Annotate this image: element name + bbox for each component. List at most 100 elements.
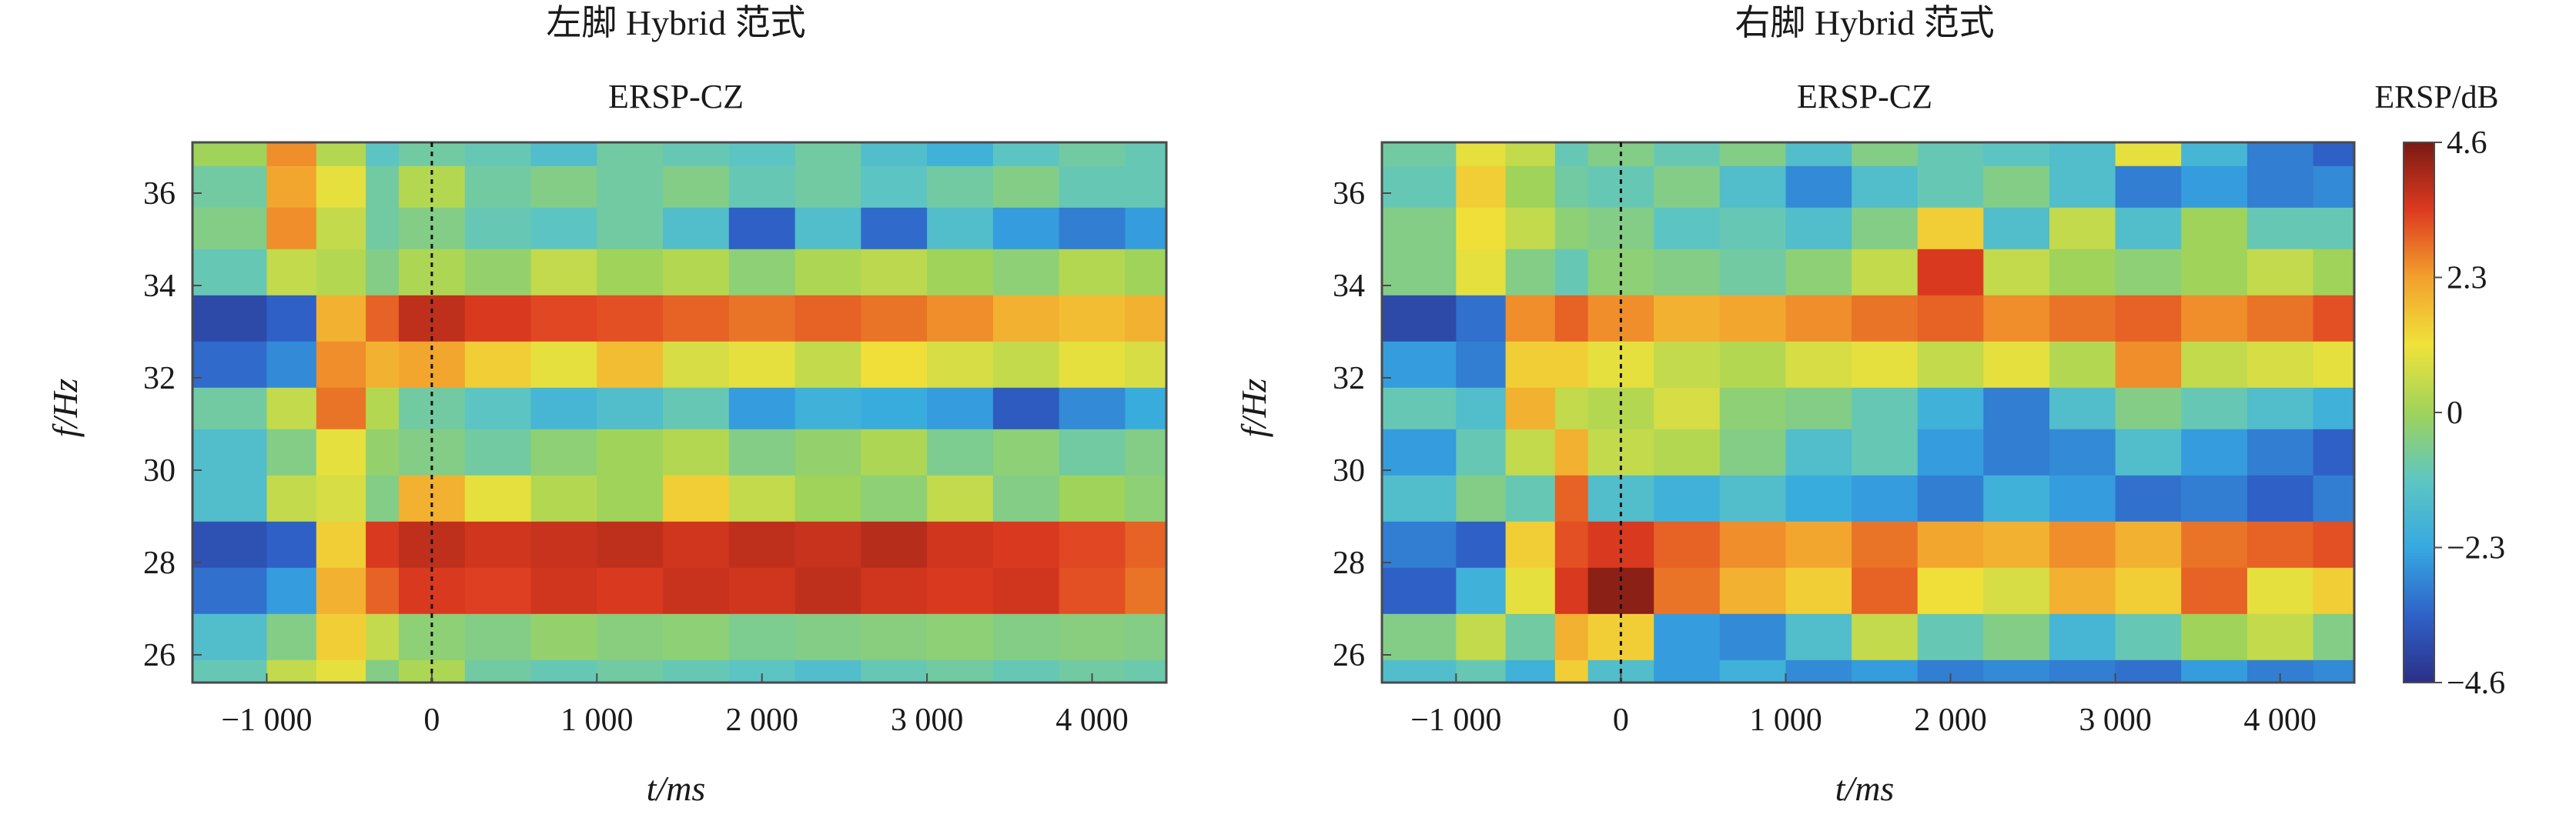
heatmap-cell bbox=[861, 521, 928, 568]
heatmap-cell bbox=[1917, 295, 1985, 342]
heatmap-cell bbox=[530, 207, 598, 249]
heatmap-cell bbox=[464, 387, 532, 429]
heatmap-cell bbox=[861, 295, 928, 342]
heatmap-cell bbox=[1917, 387, 1985, 429]
colorbar-tick-label: 0 bbox=[2447, 396, 2463, 431]
heatmap-cell bbox=[728, 295, 796, 342]
heatmap-cell bbox=[1382, 341, 1457, 388]
heatmap-cell bbox=[1654, 613, 1721, 660]
heatmap-cell bbox=[2115, 387, 2182, 429]
heatmap-cell bbox=[1719, 387, 1787, 429]
heatmap-cell bbox=[1554, 295, 1589, 342]
heatmap-cell bbox=[192, 341, 268, 388]
y-axis-label: f/Hz bbox=[45, 379, 85, 438]
x-tick-label: 1 000 bbox=[1749, 703, 1822, 738]
heatmap-cell bbox=[1505, 567, 1556, 614]
heatmap-cell bbox=[795, 567, 862, 614]
heatmap-cell bbox=[366, 429, 400, 476]
heatmap-cell bbox=[927, 475, 994, 522]
heatmap-cell bbox=[597, 165, 664, 208]
heatmap-cell bbox=[316, 387, 366, 429]
heatmap-cell bbox=[861, 207, 928, 249]
heatmap-cell bbox=[1456, 429, 1507, 476]
heatmap-cell bbox=[464, 521, 532, 568]
heatmap-cell bbox=[927, 207, 994, 249]
heatmap-cell bbox=[1059, 249, 1126, 295]
heatmap-cell bbox=[530, 295, 598, 342]
heatmap-cell bbox=[1917, 165, 1985, 208]
colorbar-gradient bbox=[2403, 142, 2435, 683]
heatmap-cell bbox=[316, 249, 366, 295]
heatmap-cell bbox=[2115, 341, 2182, 388]
heatmap-cell bbox=[1852, 521, 1919, 568]
heatmap-cell bbox=[1382, 429, 1457, 476]
heatmap-cell bbox=[861, 249, 928, 295]
heatmap-cell bbox=[1382, 387, 1457, 429]
heatmap-cell bbox=[1719, 429, 1787, 476]
heatmap-cell bbox=[464, 295, 532, 342]
heatmap-cell bbox=[464, 475, 532, 522]
x-tick-label: 1 000 bbox=[560, 703, 634, 738]
heatmap-cell bbox=[1456, 521, 1507, 568]
heatmap-cell bbox=[1382, 207, 1457, 249]
heatmap-cell bbox=[2181, 165, 2248, 208]
heatmap-cell bbox=[464, 207, 532, 249]
heatmap-cell bbox=[1983, 567, 2050, 614]
heatmap-cell bbox=[530, 521, 598, 568]
y-tick-label: 36 bbox=[1333, 176, 1365, 212]
heatmap-cell bbox=[1785, 521, 1852, 568]
heatmap-cell bbox=[2246, 567, 2314, 614]
y-tick-label: 34 bbox=[143, 269, 176, 304]
heatmap-cell bbox=[1505, 142, 1556, 166]
heatmap-cell bbox=[1554, 249, 1589, 295]
heatmap-cell bbox=[795, 659, 862, 683]
heatmap-cell bbox=[464, 429, 532, 476]
heatmap-cell bbox=[1785, 207, 1852, 249]
heatmap-cell bbox=[1983, 142, 2050, 166]
heatmap-cell bbox=[1785, 249, 1852, 295]
heatmap-cell bbox=[530, 341, 598, 388]
heatmap-cell bbox=[1917, 567, 1985, 614]
heatmap-cell bbox=[1917, 613, 1985, 660]
heatmap-cell bbox=[192, 429, 268, 476]
heatmap-cell bbox=[1125, 341, 1167, 388]
heatmap-cell bbox=[1125, 521, 1167, 568]
x-tick-label: −1 000 bbox=[221, 703, 312, 738]
heatmap-cell bbox=[464, 613, 532, 660]
x-axis-label: t/ms bbox=[1835, 769, 1895, 808]
heatmap-cell bbox=[663, 521, 730, 568]
heatmap-cell bbox=[1125, 429, 1167, 476]
heatmap-cell bbox=[2313, 387, 2355, 429]
heatmap-cell bbox=[266, 165, 317, 208]
colorbar-ticks: 4.6 2.3 0 −2.3 −4.6 bbox=[2434, 125, 2505, 701]
heatmap-cell bbox=[1456, 249, 1507, 295]
heatmap-cell bbox=[366, 207, 400, 249]
heatmap-cell bbox=[2115, 567, 2182, 614]
heatmap-cell bbox=[1785, 387, 1852, 429]
heatmap-cell bbox=[663, 475, 730, 522]
colorbar-tick-label: −4.6 bbox=[2447, 666, 2505, 701]
heatmap-cell bbox=[192, 165, 268, 208]
heatmap-cell bbox=[192, 142, 268, 166]
heatmap-cell bbox=[1125, 165, 1167, 208]
heatmap-cell bbox=[192, 295, 268, 342]
heatmap-cell bbox=[192, 249, 268, 295]
heatmap-cell bbox=[1852, 207, 1919, 249]
heatmap-cell bbox=[2115, 142, 2182, 166]
heatmap-cell bbox=[1785, 567, 1852, 614]
heatmap-cell bbox=[1654, 295, 1721, 342]
y-tick-label: 32 bbox=[1333, 361, 1365, 396]
heatmap-cells bbox=[1382, 142, 2355, 683]
heatmap-cell bbox=[316, 521, 366, 568]
panel-subtitle: ERSP-CZ bbox=[1797, 78, 1932, 115]
heatmap-cell bbox=[2181, 387, 2248, 429]
heatmap-cell bbox=[597, 613, 664, 660]
heatmap-cell bbox=[2115, 521, 2182, 568]
heatmap-cell bbox=[1983, 521, 2050, 568]
heatmap-cell bbox=[2181, 142, 2248, 166]
heatmap-cell bbox=[1059, 429, 1126, 476]
heatmap-cell bbox=[2049, 567, 2116, 614]
heatmap-cell bbox=[1983, 387, 2050, 429]
heatmap-cell bbox=[728, 249, 796, 295]
heatmap-cell bbox=[530, 567, 598, 614]
